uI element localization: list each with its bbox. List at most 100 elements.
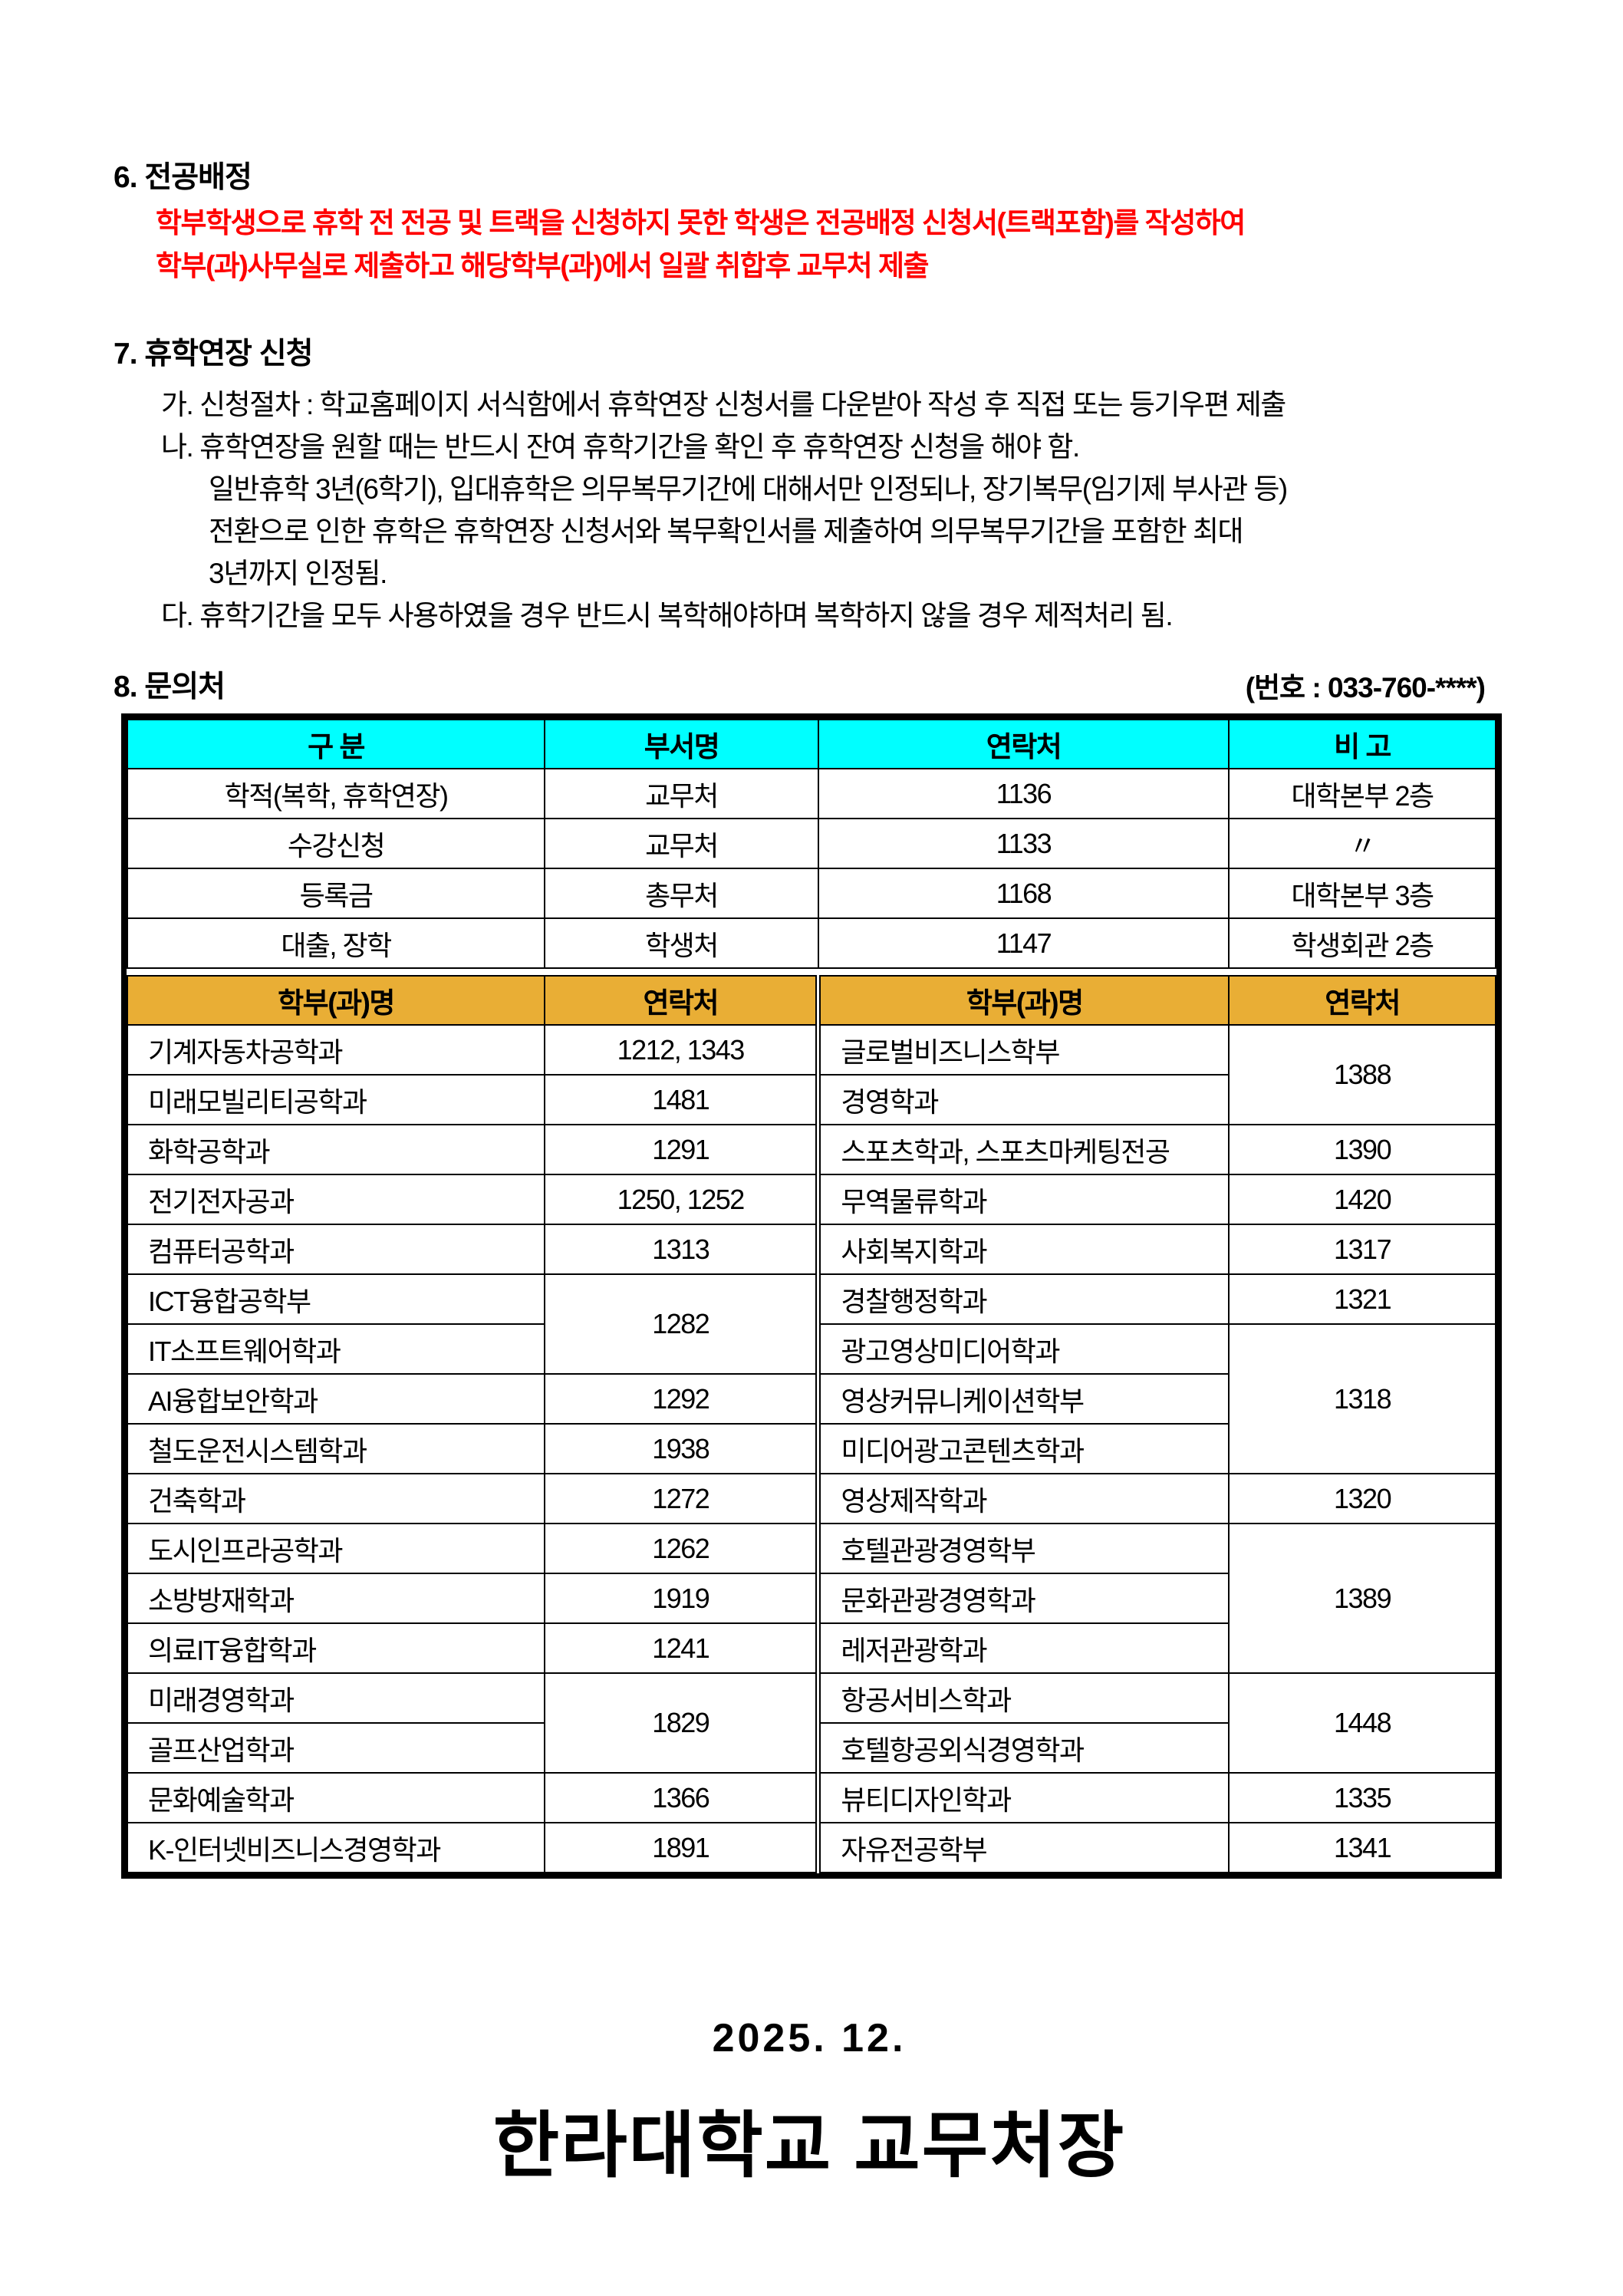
dept-name-cell: 스포츠학과, 스포츠마케팅전공 — [815, 1124, 1230, 1175]
dept-name-cell: 전기전자공과 — [126, 1174, 546, 1225]
contact-cell: 1212, 1343 — [544, 1024, 819, 1076]
list-item: 가. 신청절차 : 학교홈페이지 서식함에서 휴학연장 신청서를 다운받아 작성… — [161, 389, 1286, 420]
dept-name-cell: 경영학과 — [815, 1074, 1230, 1125]
list-item: 일반휴학 3년(6학기), 입대휴학은 의무복무기간에 대해서만 인정되나, 장… — [209, 473, 1288, 505]
dept-name-cell: 기계자동차공학과 — [126, 1024, 546, 1076]
category-cell: 대출, 장학 — [126, 917, 546, 969]
major-notice-line-1: 학부학생으로 휴학 전 전공 및 트랙을 신청하지 못한 학생은 전공배정 신청… — [156, 207, 1246, 239]
dept-name-cell: 의료IT융합학과 — [126, 1622, 546, 1674]
column-header: 부서명 — [544, 719, 819, 769]
section-6-heading: 6. 전공배정 — [114, 161, 252, 194]
dept-name-cell: 뷰티디자인학과 — [815, 1772, 1230, 1823]
table-row: 철도운전시스템학과 1938 미디어광고콘텐츠학과 — [126, 1423, 1496, 1474]
dept-name-cell: IT소프트웨어학과 — [126, 1323, 546, 1375]
dept-name-cell: ICT융합공학부 — [126, 1273, 546, 1325]
table-row: ICT융합공학부 1282 경찰행정학과 1321 — [126, 1273, 1496, 1375]
table-row: K-인터넷비즈니스경영학과 1891 자유전공학부 1341 — [126, 1822, 1496, 1873]
dept-name-cell: 무역물류학과 — [815, 1174, 1230, 1225]
dept-table-header-row: 학부(과)명 연락처 학부(과)명 연락처 — [126, 975, 1496, 1026]
contact-cell: 1133 — [817, 818, 1230, 869]
signature-title: 한라대학교 교무처장 — [492, 2105, 1126, 2186]
table-row: 대출, 장학 학생처 1147 학생회관 2층 — [126, 917, 1496, 969]
column-header: 학부(과)명 — [126, 975, 546, 1026]
contact-cell: 1448 — [1228, 1672, 1496, 1774]
dept-name-cell: 글로벌비즈니스학부 — [815, 1024, 1230, 1076]
section-8-heading: 8. 문의처 — [114, 670, 226, 703]
contact-cell: 1241 — [544, 1622, 819, 1674]
office-cell: 총무처 — [544, 868, 819, 919]
contact-cell: 1147 — [817, 917, 1230, 969]
phone-number-note: (번호 : 033-760-****) — [1245, 672, 1486, 703]
dept-name-cell: 미디어광고콘텐츠학과 — [815, 1423, 1230, 1474]
table-row: 수강신청 교무처 1133 〃 — [126, 818, 1496, 869]
note-cell: 〃 — [1228, 818, 1496, 869]
category-cell: 학적(복학, 휴학연장) — [126, 768, 546, 819]
table-row: 등록금 총무처 1168 대학본부 3층 — [126, 868, 1496, 919]
department-contact-table: 학부(과)명 연락처 학부(과)명 연락처 기계자동차공학과 1212, 134… — [126, 975, 1496, 1873]
table-row: 컴퓨터공학과 1313 사회복지학과 1317 — [126, 1224, 1496, 1275]
column-header: 비 고 — [1228, 719, 1496, 769]
note-cell: 대학본부 3층 — [1228, 868, 1496, 919]
contact-cell: 1320 — [1228, 1473, 1496, 1524]
dept-name-cell: 도시인프라공학과 — [126, 1523, 546, 1574]
office-cell: 교무처 — [544, 768, 819, 819]
dept-name-cell: 미래모빌리티공학과 — [126, 1074, 546, 1125]
table-row: 전기전자공과 1250, 1252 무역물류학과 1420 — [126, 1174, 1496, 1225]
section-7-heading: 7. 휴학연장 신청 — [114, 338, 313, 371]
contact-cell: 1318 — [1228, 1323, 1496, 1474]
table-row: 기계자동차공학과 1212, 1343 글로벌비즈니스학부 1388 — [126, 1024, 1496, 1125]
contact-cell: 1291 — [544, 1124, 819, 1175]
contact-cell: 1891 — [544, 1822, 819, 1873]
dept-name-cell: 골프산업학과 — [126, 1722, 546, 1774]
list-item: 전환으로 인한 휴학은 휴학연장 신청서와 복무확인서를 제출하여 의무복무기간… — [209, 516, 1244, 547]
dept-name-cell: 화학공학과 — [126, 1124, 546, 1175]
table-row: 미래모빌리티공학과 1481 경영학과 — [126, 1074, 1496, 1125]
contact-cell: 1389 — [1228, 1523, 1496, 1674]
column-header: 구 분 — [126, 719, 546, 769]
dept-name-cell: 건축학과 — [126, 1473, 546, 1524]
dept-name-cell: 컴퓨터공학과 — [126, 1224, 546, 1275]
contact-cell: 1919 — [544, 1573, 819, 1624]
contact-cell: 1136 — [817, 768, 1230, 819]
contact-cell: 1829 — [544, 1672, 819, 1774]
contact-cell: 1168 — [817, 868, 1230, 919]
extension-list: 가. 신청절차 : 학교홈페이지 서식함에서 휴학연장 신청서를 다운받아 작성… — [114, 384, 1505, 637]
table-row: 문화예술학과 1366 뷰티디자인학과 1335 — [126, 1772, 1496, 1823]
category-cell: 등록금 — [126, 868, 546, 919]
contact-cell: 1481 — [544, 1074, 819, 1125]
table-row: IT소프트웨어학과 광고영상미디어학과 1318 — [126, 1323, 1496, 1474]
document-content: 6. 전공배정 학부학생으로 휴학 전 전공 및 트랙을 신청하지 못한 학생은… — [114, 153, 1505, 2192]
table-row: 의료IT융합학과 1241 레저관광학과 — [126, 1622, 1496, 1674]
dept-name-cell: 미래경영학과 — [126, 1672, 546, 1724]
contact-cell: 1262 — [544, 1523, 819, 1574]
dept-name-cell: 호텔관광경영학부 — [815, 1523, 1230, 1574]
list-item: 나. 휴학연장을 원할 때는 반드시 잔여 휴학기간을 확인 후 휴학연장 신청… — [161, 431, 1080, 463]
dept-name-cell: 경찰행정학과 — [815, 1273, 1230, 1325]
section-major-assignment: 6. 전공배정 학부학생으로 휴학 전 전공 및 트랙을 신청하지 못한 학생은… — [114, 153, 1505, 282]
contact-cell: 1388 — [1228, 1024, 1496, 1125]
dept-name-cell: 자유전공학부 — [815, 1822, 1230, 1873]
document-date: 2025. 12. — [712, 2016, 907, 2060]
table-row: 도시인프라공학과 1262 호텔관광경영학부 1389 — [126, 1523, 1496, 1674]
contact-cell: 1282 — [544, 1273, 819, 1375]
dept-name-cell: 문화관광경영학과 — [815, 1573, 1230, 1624]
dept-name-cell: 영상제작학과 — [815, 1473, 1230, 1524]
column-header: 연락처 — [1228, 975, 1496, 1026]
dept-name-cell: 광고영상미디어학과 — [815, 1323, 1230, 1375]
dept-name-cell: 호텔항공외식경영학과 — [815, 1722, 1230, 1774]
contact-cell: 1321 — [1228, 1273, 1496, 1325]
contact-cell: 1420 — [1228, 1174, 1496, 1225]
dept-name-cell: K-인터넷비즈니스경영학과 — [126, 1822, 546, 1873]
table-row: 미래경영학과 1829 항공서비스학과 1448 — [126, 1672, 1496, 1774]
office-table-header-row: 구 분 부서명 연락처 비 고 — [126, 719, 1496, 769]
dept-name-cell: 철도운전시스템학과 — [126, 1423, 546, 1474]
dept-name-cell: 소방방재학과 — [126, 1573, 546, 1624]
table-row: 화학공학과 1291 스포츠학과, 스포츠마케팅전공 1390 — [126, 1124, 1496, 1175]
list-item: 다. 휴학기간을 모두 사용하였을 경우 반드시 복학해야하며 복학하지 않을 … — [161, 600, 1174, 631]
dept-name-cell: 영상커뮤니케이션학부 — [815, 1373, 1230, 1425]
table-row: 소방방재학과 1919 문화관광경영학과 — [126, 1573, 1496, 1624]
contact-cell: 1938 — [544, 1423, 819, 1474]
contact-cell: 1292 — [544, 1373, 819, 1425]
section-leave-extension: 7. 휴학연장 신청 가. 신청절차 : 학교홈페이지 서식함에서 휴학연장 신… — [114, 330, 1505, 637]
